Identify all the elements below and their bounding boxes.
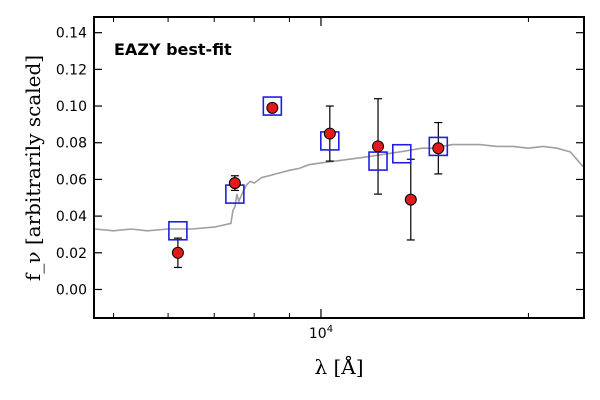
y-tick-label-2: 0.04 [56, 209, 87, 225]
y-tick-label-5: 0.10 [56, 99, 87, 115]
y-tick-label-6: 0.12 [56, 62, 87, 78]
photometry-point-1 [228, 177, 241, 190]
y-tick-label-4: 0.08 [56, 136, 87, 152]
model-square-0 [168, 220, 188, 241]
tick-labels: 0.00 0.02 0.04 0.06 0.08 0.10 0.12 0.14 104 [56, 26, 333, 342]
error-bars [173, 98, 443, 269]
model-squares [168, 96, 449, 241]
model-square-6 [428, 136, 449, 157]
y-tick-label-0: 0.00 [56, 282, 87, 298]
y-axis-title: f_ν [arbitrarily scaled] [21, 55, 45, 281]
plot-frame [93, 16, 585, 319]
template-line [94, 143, 584, 232]
y-tick-label-3: 0.06 [56, 172, 87, 188]
photometry-point-6 [432, 142, 445, 155]
photometry-point-0 [171, 246, 184, 259]
photometry-point-5 [404, 193, 417, 206]
x-axis-title: λ [Å] [314, 354, 363, 379]
template-spectrum [94, 143, 584, 232]
axis-ticks [95, 18, 583, 317]
y-tick-label-1: 0.02 [56, 246, 87, 262]
y-tick-label-7: 0.14 [56, 26, 87, 42]
legend-annotation: EAZY best-fit [114, 40, 232, 59]
model-square-5 [391, 143, 412, 164]
model-square-2 [262, 96, 283, 116]
photometry-points [171, 101, 445, 259]
photometry-point-4 [372, 140, 385, 153]
photometry-point-2 [266, 101, 279, 114]
photometry-point-3 [323, 127, 336, 140]
x-tick-label-0: 104 [309, 324, 333, 342]
